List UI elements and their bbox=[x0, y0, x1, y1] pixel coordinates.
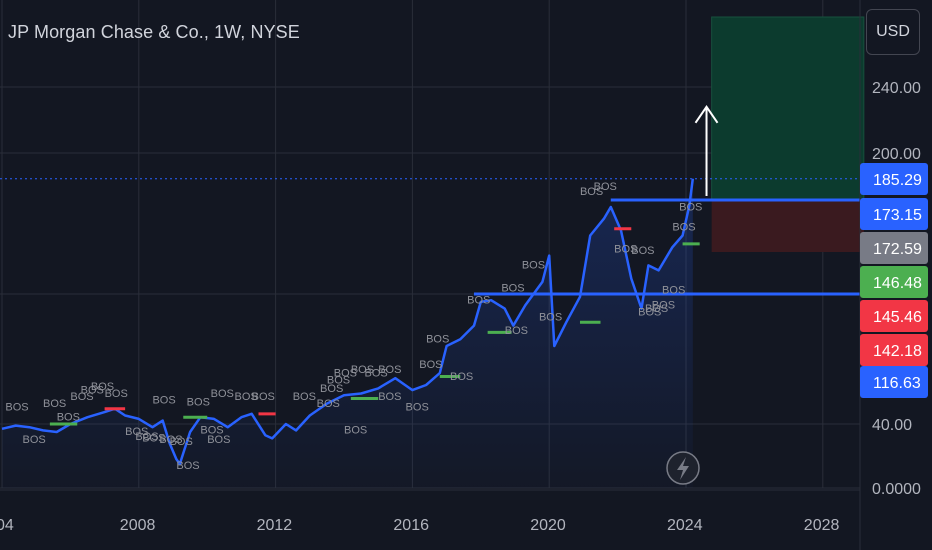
price-tags: 185.29 173.15 172.59 146.48 145.46 142.18 116.… bbox=[860, 163, 928, 398]
price-tag-bg bbox=[860, 366, 928, 398]
currency-button[interactable]: USD bbox=[866, 9, 920, 55]
bos-label: BOS bbox=[91, 381, 114, 393]
x-tick-label: 2028 bbox=[804, 517, 840, 534]
price-tag: 185.29 bbox=[860, 163, 928, 195]
bos-label: BOS bbox=[152, 395, 175, 407]
bos-label: BOS bbox=[638, 306, 661, 318]
bos-label: BOS bbox=[351, 364, 374, 376]
price-tag-label: 185.29 bbox=[873, 172, 922, 189]
bos-label: BOS bbox=[652, 300, 675, 312]
x-tick-label: 2008 bbox=[120, 517, 156, 534]
bos-label: BOS bbox=[105, 388, 128, 400]
bos-label: BOS bbox=[125, 426, 148, 438]
x-tick-label: 04 bbox=[0, 517, 14, 534]
price-line bbox=[1, 178, 695, 466]
bos-label: BOS bbox=[580, 186, 603, 198]
bos-label: BOS bbox=[293, 391, 316, 403]
bos-label: BOS bbox=[594, 181, 617, 193]
bos-label: BOS bbox=[320, 383, 343, 395]
bos-label: BOS bbox=[406, 401, 429, 413]
y-tick-label: 0.0000 bbox=[872, 481, 921, 498]
y-tick-label: 40.00 bbox=[872, 417, 912, 434]
bos-label: BOS bbox=[170, 436, 193, 448]
bos-label: BOS bbox=[23, 434, 46, 446]
price-area bbox=[2, 178, 693, 488]
price-tag-bg bbox=[860, 334, 928, 366]
price-tag-label: 142.18 bbox=[873, 343, 922, 360]
bos-label: BOS bbox=[57, 412, 80, 424]
bos-label: BOS bbox=[378, 364, 401, 376]
target-arrow-head bbox=[694, 105, 719, 124]
chart-title: JP Morgan Chase & Co., 1W, NYSE bbox=[8, 22, 300, 42]
y-tick-label: 240.00 bbox=[872, 80, 921, 97]
price-tag-bg bbox=[860, 266, 928, 298]
price-tag-label: 172.59 bbox=[873, 241, 922, 258]
bos-label: BOS bbox=[501, 283, 524, 295]
bos-label: BOS bbox=[142, 433, 165, 445]
bos-label: BOS bbox=[450, 371, 473, 383]
bos-label: BOS bbox=[672, 221, 695, 233]
bos-labels: BOSBOSBOSBOSBOSBOSBOSBOSBOSBOSBOSBOSBOSB… bbox=[5, 181, 702, 472]
bos-label: BOS bbox=[200, 425, 223, 437]
bos-label: BOS bbox=[327, 374, 350, 386]
price-tag: 145.46 bbox=[860, 300, 928, 332]
bos-label: BOS bbox=[235, 391, 258, 403]
x-tick-label: 2012 bbox=[257, 517, 293, 534]
bos-label: BOS bbox=[344, 425, 367, 437]
y-axis: 0.0000 40.00 200.00 240.00 bbox=[872, 80, 921, 498]
price-tag: 146.48 bbox=[860, 266, 928, 298]
price-tag-bg bbox=[860, 232, 928, 264]
bos-label: BOS bbox=[81, 384, 104, 396]
bos-label: BOS bbox=[662, 284, 685, 296]
bos-label: BOS bbox=[70, 391, 93, 403]
bos-label: BOS bbox=[159, 434, 182, 446]
price-tag-label: 145.46 bbox=[873, 309, 922, 326]
price-tag: 172.59 bbox=[860, 232, 928, 264]
bos-label: BOS bbox=[505, 325, 528, 337]
bos-label: BOS bbox=[317, 398, 340, 410]
price-tag-bg bbox=[860, 163, 928, 195]
bos-label: BOS bbox=[378, 391, 401, 403]
bos-label: BOS bbox=[645, 303, 668, 315]
x-tick-label: 2024 bbox=[667, 517, 703, 534]
bos-label: BOS bbox=[614, 243, 637, 255]
y-tick-label: 200.00 bbox=[872, 146, 921, 163]
bos-label: BOS bbox=[365, 367, 388, 379]
bos-label: BOS bbox=[334, 367, 357, 379]
x-axis: 04 2008 2012 2016 2020 2024 2028 bbox=[0, 517, 839, 534]
bos-marks bbox=[49, 227, 700, 426]
lightning-icon-bolt bbox=[677, 457, 689, 480]
price-tag: 173.15 bbox=[860, 198, 928, 230]
x-tick-label: 2016 bbox=[393, 517, 429, 534]
bos-label: BOS bbox=[187, 396, 210, 408]
stop-zone bbox=[711, 200, 864, 252]
bos-label: BOS bbox=[135, 431, 158, 443]
bos-label: BOS bbox=[631, 245, 654, 257]
lightning-icon[interactable] bbox=[666, 451, 700, 485]
bos-label: BOS bbox=[539, 312, 562, 324]
price-tag-label: 173.15 bbox=[873, 207, 922, 224]
bos-label: BOS bbox=[252, 391, 275, 403]
bos-label: BOS bbox=[679, 201, 702, 213]
bos-label: BOS bbox=[426, 334, 449, 346]
bos-label: BOS bbox=[522, 260, 545, 272]
price-tag-label: 146.48 bbox=[873, 275, 922, 292]
price-tag: 142.18 bbox=[860, 334, 928, 366]
bos-label: BOS bbox=[207, 434, 230, 446]
bos-label: BOS bbox=[43, 398, 66, 410]
bos-label: BOS bbox=[176, 460, 199, 472]
x-tick-label: 2020 bbox=[530, 517, 566, 534]
price-tag-label: 116.63 bbox=[873, 375, 921, 392]
target-zone bbox=[711, 16, 865, 201]
price-tag-bg bbox=[860, 300, 928, 332]
price-tag-bg bbox=[860, 198, 928, 230]
bos-label: BOS bbox=[5, 401, 28, 413]
price-tag: 116.63 bbox=[860, 366, 928, 398]
bos-label: BOS bbox=[419, 359, 442, 371]
bos-label: BOS bbox=[211, 388, 234, 400]
bos-label: BOS bbox=[467, 295, 490, 307]
